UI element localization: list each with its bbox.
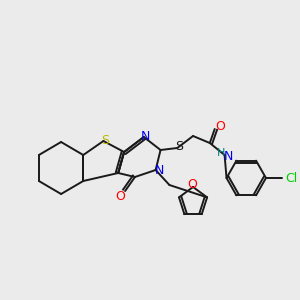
Text: N: N [141, 130, 151, 142]
Text: Cl: Cl [286, 172, 298, 184]
Text: O: O [216, 119, 226, 133]
Text: N: N [155, 164, 164, 178]
Text: O: O [115, 190, 125, 203]
Text: S: S [175, 140, 183, 152]
Text: H: H [217, 148, 225, 158]
Text: S: S [101, 134, 110, 146]
Text: O: O [187, 178, 197, 190]
Text: N: N [224, 149, 233, 163]
